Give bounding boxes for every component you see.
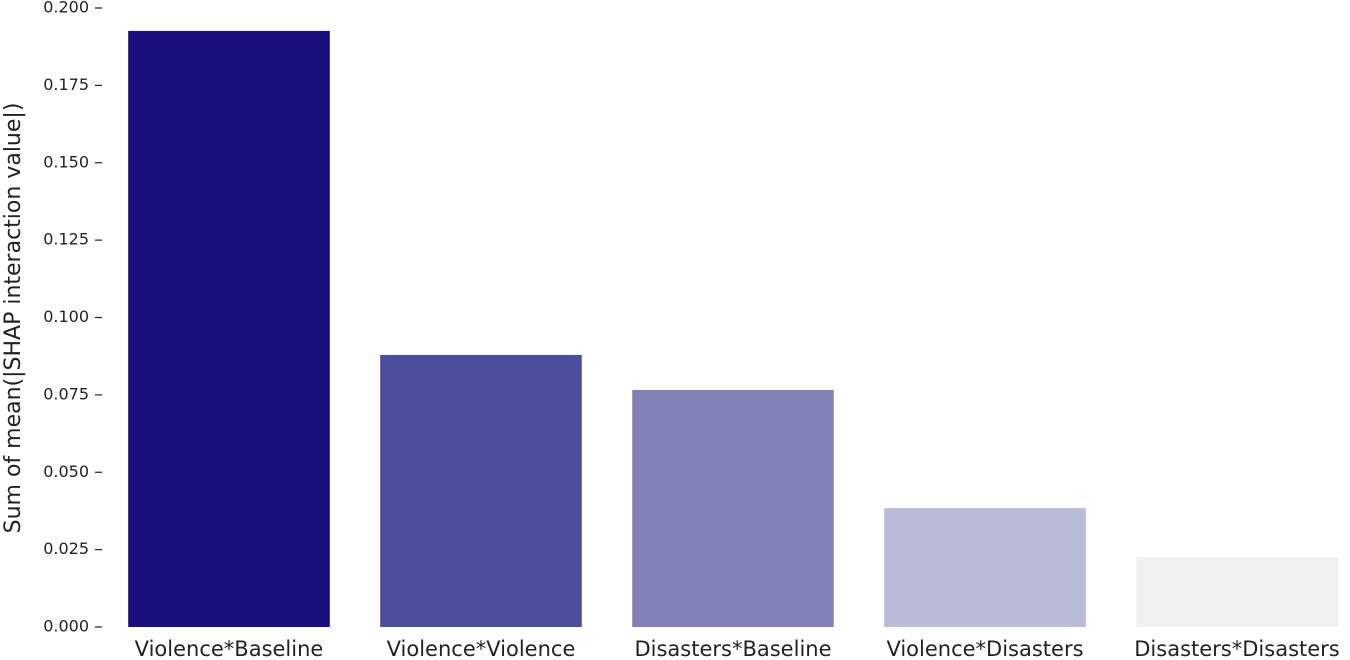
x-tick-label: Disasters*Baseline [634,637,831,660]
bar [380,354,582,627]
y-tick-label: 0.125 [43,230,89,249]
y-tick-label: 0.075 [43,384,89,403]
bar [1136,557,1338,627]
bar [632,389,834,627]
x-tick-label: Violence*Baseline [135,637,324,660]
y-tick-label: 0.175 [43,75,89,94]
x-tick-label: Violence*Disasters [886,637,1083,660]
y-tick-label: 0.200 [43,0,89,17]
y-tick-label: 0.025 [43,539,89,558]
x-tick-label: Violence*Violence [387,637,576,660]
bar [884,508,1086,627]
x-tick-label: Disasters*Disasters [1134,637,1339,660]
bar [128,30,330,627]
y-tick-label: 0.100 [43,307,89,326]
y-tick-label: 0.150 [43,152,89,171]
y-axis-label: Sum of mean(|SHAP interaction value|) [1,103,26,534]
y-tick-label: 0.000 [43,617,89,636]
y-tick-label: 0.050 [43,462,89,481]
